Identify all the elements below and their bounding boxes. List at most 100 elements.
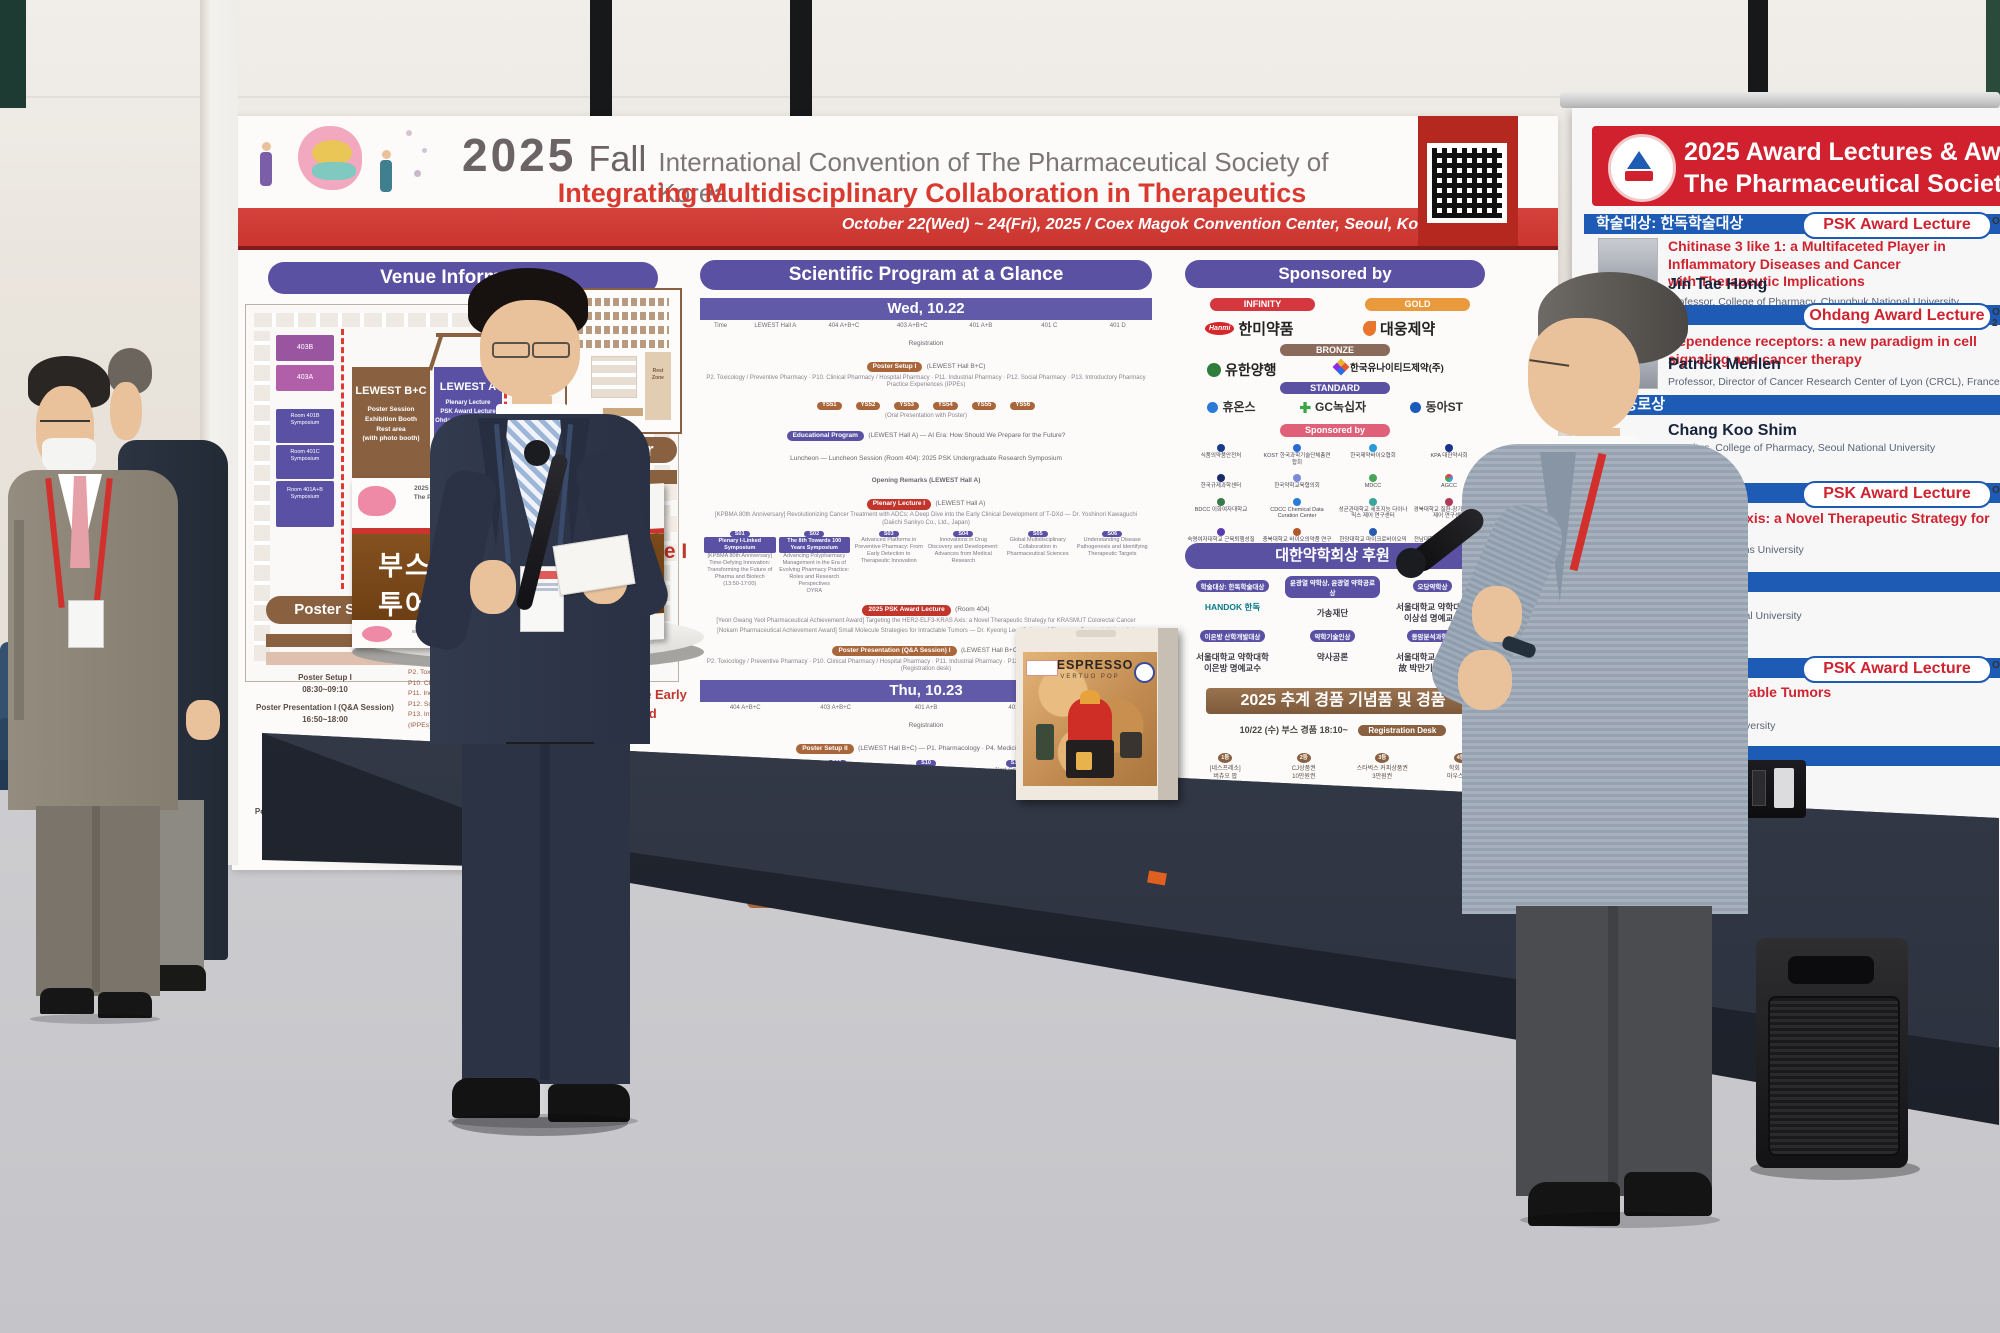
map-room-403a: 403A: [276, 365, 334, 391]
glasses-icon: [492, 342, 530, 358]
prize-rank-badge: 3등: [1375, 753, 1390, 763]
prize-rank-badge: 1등: [1218, 753, 1233, 763]
award-item: 윤광열 약학상, 윤광열 약학공로상 가송재단: [1285, 576, 1380, 619]
qr-code: [1427, 143, 1507, 223]
prize-item: 1등 [네스프레소] 버츄오 팝 캡슐커피머신: [1208, 753, 1242, 788]
award-section-band: 학술대상: 한독학술대상 PSK Award Lecture Oct.: [1584, 212, 2000, 239]
poster-setup2: Poster Setup II 08:30~09:10: [296, 779, 353, 800]
map-rest-zone: Rest Zone: [645, 352, 671, 420]
shoe: [98, 992, 152, 1018]
banner-red-header: 2025 Award Lectures & Awardee of The Pha…: [1592, 126, 2000, 206]
machine-illustration: [1068, 698, 1112, 744]
hand: [470, 560, 516, 614]
program-row: 2025 PSK Award Lecture (Room 404) [Yeon G…: [716, 605, 1136, 625]
map-room-401b: Room 401B Symposium: [276, 409, 334, 443]
prize-items: 1등 [네스프레소] 버츄오 팝 캡슐커피머신 2등 CJ상품권 10만원권 3등 스…: [1188, 746, 1498, 789]
glasses-icon: [40, 410, 90, 422]
united-diamond-icon: [1332, 358, 1350, 376]
symposium-card: S05 Global Multidisciplinary Collaboratio…: [1006, 530, 1069, 558]
program-title: Scientific Program at a Glance: [700, 260, 1152, 290]
united-logo: 한국유나이티드제약(주): [1332, 358, 1444, 376]
map-route-arrow: [341, 329, 344, 589]
program-row: Registration: [908, 722, 944, 730]
sponsor-org: 성균관대학교 세포지능 다이나믹스 제어 연구센터: [1337, 497, 1409, 520]
box-liver-illustration: [358, 486, 396, 516]
lecture-type-badge: PSK Award Lecture: [1802, 481, 1992, 508]
window-mullion-left: [0, 0, 26, 108]
banner-rail: [1560, 92, 2000, 108]
sponsor-org: AGCC: [1413, 474, 1485, 490]
prizes-title: 2025 추계 경품 기념품 및 경품: [1206, 688, 1480, 714]
wall-seam: [0, 96, 2000, 98]
yuhan-tree-icon: [1207, 363, 1221, 377]
tier-bronze: BRONZE: [1280, 344, 1390, 356]
banner-title: 2025 Fall International Convention of Th…: [462, 128, 1402, 208]
sponsors-title: Sponsored by: [1185, 260, 1485, 288]
lecture-type-badge: Ohdang Award Lecture: [1802, 303, 1992, 330]
nespresso-box: NESPRESSO VERTUO POP: [1016, 628, 1178, 800]
award-item: 학술대상: 한독학술대상 HANDOK 한독: [1185, 576, 1280, 613]
right-banner-title-1: 2025 Award Lectures & Awardee of: [1684, 138, 2000, 166]
program-row: Opening Remarks (LEWEST Hall A): [871, 477, 981, 485]
psk-seal-icon: [1608, 134, 1676, 202]
sponsor-org: CDCC Chemical Data Curation Center: [1261, 497, 1333, 520]
badge-card: [68, 600, 104, 648]
sponsor-org: MDCC: [1337, 474, 1409, 490]
symposium-card: S09 The 8th Towards 100 Years Symposium Ne…: [793, 759, 880, 810]
dongast-logo: 동아ST: [1410, 398, 1463, 416]
map-path-line: [428, 333, 444, 371]
banner-pole: [590, 0, 612, 128]
huons-icon: [1206, 402, 1218, 413]
hand: [1472, 586, 1522, 642]
banner-subtitle: Integrating Multidisciplinary Collaborat…: [557, 178, 1307, 208]
program-row: Luncheon — Luncheon Session (Room 404): …: [790, 454, 1062, 462]
symposium-card: S10 Innovative Approaches in Cancer: From…: [884, 759, 968, 787]
glasses-icon: [532, 342, 570, 358]
prize-item: 3등 스타벅스 커피상품권 3만원권: [1356, 753, 1408, 780]
poster-pres2: Poster Presentation II (Q&A Session) 11:…: [254, 807, 396, 828]
sponsor-org: KPA 대한약사회: [1413, 444, 1485, 466]
program-row: Registration: [908, 340, 944, 347]
prize-rank-badge: 2등: [1296, 753, 1311, 763]
program-row: Educational Program (LEWEST Hall A) — AI…: [706, 423, 1146, 444]
registration-desk-badge: Registration Desk: [1358, 725, 1447, 736]
hanmi-mark-icon: Hanmi: [1205, 322, 1235, 335]
face-mask: [42, 438, 96, 476]
award-section-band: 약학공로상: [1584, 395, 2000, 415]
microphone-head: [524, 440, 550, 466]
title-rest: International Convention of The Pharmace…: [658, 147, 1329, 208]
program-row: Poster Setup III (LEWEST Hall B+C) — P4.…: [706, 889, 1146, 910]
program-row-ys: YS51 YS52 YS53 YS54 YS55 YS56 (Oral Presentat…: [706, 392, 1146, 421]
illustration-person: [380, 160, 392, 192]
title-season: Fall: [588, 138, 647, 179]
poster-pres1: Poster Presentation I (Q&A Session) 16:5…: [256, 703, 394, 724]
symposium-card: S06 Understanding Disease Pathogenesis an…: [1076, 530, 1148, 558]
symposium-card: S04 Innovations in Drug Discovery and Dev…: [928, 530, 999, 565]
map-room-401ab: Room 401A+B Symposium: [276, 481, 334, 527]
map-lewest-bc: LEWEST B+C Poster Session Exhibition Boo…: [352, 367, 430, 495]
program-columns-wed: Time LEWEST Hall A 404 A+B+C 403 A+B+C 401 A…: [713, 323, 1126, 329]
sponsor-org: 식품의약품안전처: [1185, 444, 1257, 466]
tier-gold: GOLD: [1365, 298, 1470, 311]
shoe: [1528, 1182, 1620, 1226]
right-banner-title-2: The Pharmaceutical Society of Korea: [1684, 170, 2000, 198]
program-symposia-wed: S01 Plenary I-Linked Symposium [KPBMA 80th…: [704, 530, 1148, 595]
nespresso-model: VERTUO POP: [1060, 674, 1120, 680]
lecture-type-badge: PSK Award Lecture: [1802, 656, 1992, 683]
gc-cross-icon: [1299, 402, 1311, 413]
program-row: Poster Setup I (LEWEST Hall B+C) P2. Toxi…: [706, 361, 1146, 389]
sponsor-org: BDCC 이화여자대학교: [1185, 497, 1257, 520]
symposium-card: S01 Plenary I-Linked Symposium [KPBMA 80th…: [704, 530, 776, 595]
award-item: 이은방 산학개발대상 서울대학교 약학대학 이은방 명예교수: [1185, 626, 1280, 674]
map-room-401c: Room 401C Symposium: [276, 445, 334, 479]
award-item: 약학기술인상 약사공론: [1285, 626, 1380, 663]
tier-infinity: INFINITY: [1210, 298, 1315, 311]
prizes-panel: 2025 추계 경품 기념품 및 경품 10/22 (수) 부스 경품 18:1…: [1188, 688, 1498, 798]
sponsor-org: KOST 한국과학기술단체총연합회: [1261, 444, 1333, 466]
poster-setup1: Poster Setup I 08:30~09:10: [298, 673, 352, 694]
shoe: [452, 1078, 540, 1118]
tier-sub-sponsored: Sponsored by: [1280, 424, 1390, 437]
sponsor-org: 한국규제과학센터: [1185, 474, 1257, 490]
recycle-badge-icon: [1134, 662, 1155, 683]
